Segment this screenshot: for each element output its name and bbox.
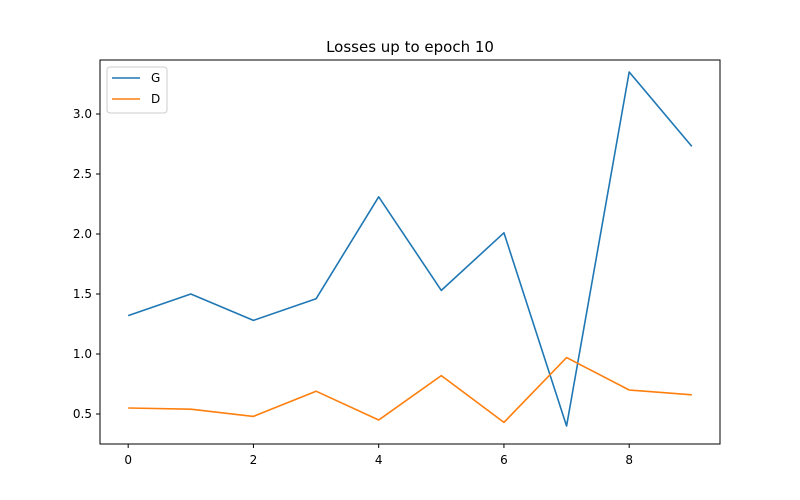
- x-tick-label: 6: [500, 453, 508, 467]
- y-tick-label: 2.5: [73, 167, 92, 181]
- y-tick-label: 0.5: [73, 407, 92, 421]
- legend-label-g: G: [151, 71, 160, 85]
- x-tick-label: 8: [625, 453, 633, 467]
- y-tick-label: 1.5: [73, 287, 92, 301]
- axes-frame: [99, 59, 721, 445]
- legend: GD: [106, 66, 168, 114]
- chart-title: Losses up to epoch 10: [326, 38, 494, 56]
- x-tick-label: 0: [124, 453, 132, 467]
- series-line-d: [128, 356, 692, 424]
- x-tick-label: 2: [250, 453, 258, 467]
- series-line-g: [127, 71, 693, 427]
- y-tick-label: 2.0: [73, 227, 92, 241]
- y-tick-label: 1.0: [73, 347, 92, 361]
- y-tick-label: 3.0: [73, 107, 92, 121]
- legend-label-d: D: [151, 92, 160, 106]
- x-axis: 0 2 4 6 8: [124, 444, 633, 467]
- x-tick-label: 4: [375, 453, 383, 467]
- y-axis: 0.5 1.0 1.5 2.0 2.5 3.0: [73, 107, 100, 421]
- plot-area: [127, 71, 693, 427]
